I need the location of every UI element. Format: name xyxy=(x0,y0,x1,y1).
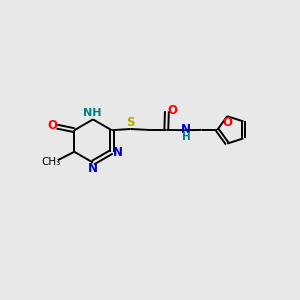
Text: O: O xyxy=(167,104,177,117)
Text: N: N xyxy=(88,162,98,176)
Text: NH: NH xyxy=(83,108,102,118)
Text: H: H xyxy=(182,132,190,142)
Text: O: O xyxy=(223,116,232,129)
Text: S: S xyxy=(126,116,135,130)
Text: N: N xyxy=(112,146,122,159)
Text: O: O xyxy=(47,119,57,132)
Text: CH₃: CH₃ xyxy=(42,157,61,167)
Text: N: N xyxy=(181,123,191,136)
